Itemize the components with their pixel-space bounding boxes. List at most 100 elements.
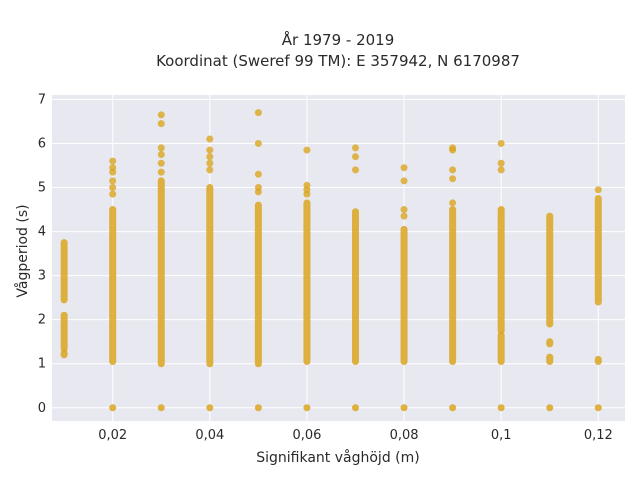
x-tick-label: 0,04 xyxy=(195,428,224,443)
data-point xyxy=(351,144,359,152)
plot-area xyxy=(52,95,625,421)
chart-title-line1: År 1979 - 2019 xyxy=(282,30,395,49)
y-tick-label: 5 xyxy=(38,181,46,196)
y-tick-label: 6 xyxy=(38,136,46,151)
data-point xyxy=(206,135,214,143)
data-point xyxy=(254,184,262,192)
y-axis-label: Vågperiod (s) xyxy=(14,204,31,297)
y-tick-label: 7 xyxy=(38,92,46,107)
y-tick-label: 4 xyxy=(38,225,46,240)
data-point xyxy=(400,164,408,172)
data-point-cluster xyxy=(60,239,68,304)
data-point xyxy=(497,139,505,147)
chart-title-line2: Koordinat (Sweref 99 TM): E 357942, N 61… xyxy=(156,52,520,70)
data-point-cluster xyxy=(497,331,505,366)
data-point xyxy=(157,120,165,128)
data-column xyxy=(400,164,408,412)
data-point xyxy=(109,404,117,412)
x-tick-label: 0,02 xyxy=(98,428,127,443)
data-point-cluster xyxy=(351,208,359,366)
data-point xyxy=(157,150,165,158)
data-column xyxy=(157,111,165,412)
data-point-cluster xyxy=(594,195,602,306)
data-column xyxy=(109,157,117,412)
data-column xyxy=(546,212,554,412)
data-point xyxy=(109,157,117,165)
data-column xyxy=(449,144,457,412)
data-point-cluster xyxy=(109,206,117,366)
data-point xyxy=(303,404,311,412)
data-point-cluster xyxy=(546,353,554,366)
data-point-cluster xyxy=(206,184,214,368)
data-point xyxy=(206,159,214,167)
data-point xyxy=(449,166,457,174)
data-column xyxy=(303,146,311,412)
data-point xyxy=(109,190,117,198)
data-point-cluster xyxy=(497,206,505,335)
data-point xyxy=(254,404,262,412)
data-point xyxy=(449,199,457,207)
data-column xyxy=(60,239,68,359)
data-point-cluster xyxy=(546,212,554,328)
data-column xyxy=(351,144,359,412)
y-tick-label: 3 xyxy=(38,269,46,284)
data-point-cluster xyxy=(400,225,408,366)
data-point xyxy=(351,404,359,412)
data-point xyxy=(546,404,554,412)
data-point xyxy=(109,184,117,192)
x-tick-label: 0,12 xyxy=(584,428,613,443)
data-point-cluster xyxy=(449,206,457,366)
y-axis-ticks: 0 1 2 3 4 5 6 7 xyxy=(38,92,46,415)
data-column xyxy=(254,109,262,412)
data-point xyxy=(449,404,457,412)
data-column xyxy=(206,135,214,412)
data-point xyxy=(206,404,214,412)
data-point xyxy=(206,146,214,154)
data-point xyxy=(594,404,602,412)
x-tick-label: 0,08 xyxy=(390,428,419,443)
y-tick-label: 1 xyxy=(38,357,46,372)
data-point xyxy=(157,111,165,119)
data-point xyxy=(449,175,457,183)
data-column xyxy=(594,186,602,412)
data-point xyxy=(109,177,117,185)
data-point xyxy=(157,404,165,412)
x-tick-label: 0,06 xyxy=(292,428,321,443)
data-point-cluster xyxy=(60,349,68,359)
data-point xyxy=(157,159,165,167)
data-point-cluster xyxy=(303,199,311,366)
data-point xyxy=(400,177,408,185)
data-point xyxy=(157,144,165,152)
y-tick-label: 0 xyxy=(38,401,46,416)
data-point-cluster xyxy=(254,201,262,368)
data-point xyxy=(254,170,262,178)
data-point-cluster xyxy=(60,311,68,352)
data-point xyxy=(497,159,505,167)
data-point xyxy=(109,164,117,172)
data-point-cluster xyxy=(546,338,554,348)
data-point xyxy=(497,166,505,174)
data-point xyxy=(254,139,262,147)
x-tick-label: 0,1 xyxy=(491,428,512,443)
data-point xyxy=(303,146,311,154)
data-point xyxy=(157,168,165,176)
y-tick-label: 2 xyxy=(38,313,46,328)
data-point xyxy=(400,404,408,412)
data-point xyxy=(206,166,214,174)
data-point-cluster xyxy=(157,177,165,368)
data-point xyxy=(400,206,408,214)
data-point xyxy=(206,153,214,161)
x-axis-label: Signifikant våghöjd (m) xyxy=(256,449,419,466)
data-point xyxy=(449,144,457,152)
x-axis-ticks: 0,02 0,04 0,06 0,08 0,1 0,12 xyxy=(98,428,613,443)
data-point xyxy=(303,181,311,189)
data-column xyxy=(497,139,505,412)
data-point xyxy=(594,186,602,194)
data-point xyxy=(254,109,262,117)
data-point-cluster xyxy=(594,355,602,366)
data-points xyxy=(60,109,602,412)
data-point xyxy=(351,153,359,161)
data-point xyxy=(351,166,359,174)
data-point xyxy=(400,212,408,220)
